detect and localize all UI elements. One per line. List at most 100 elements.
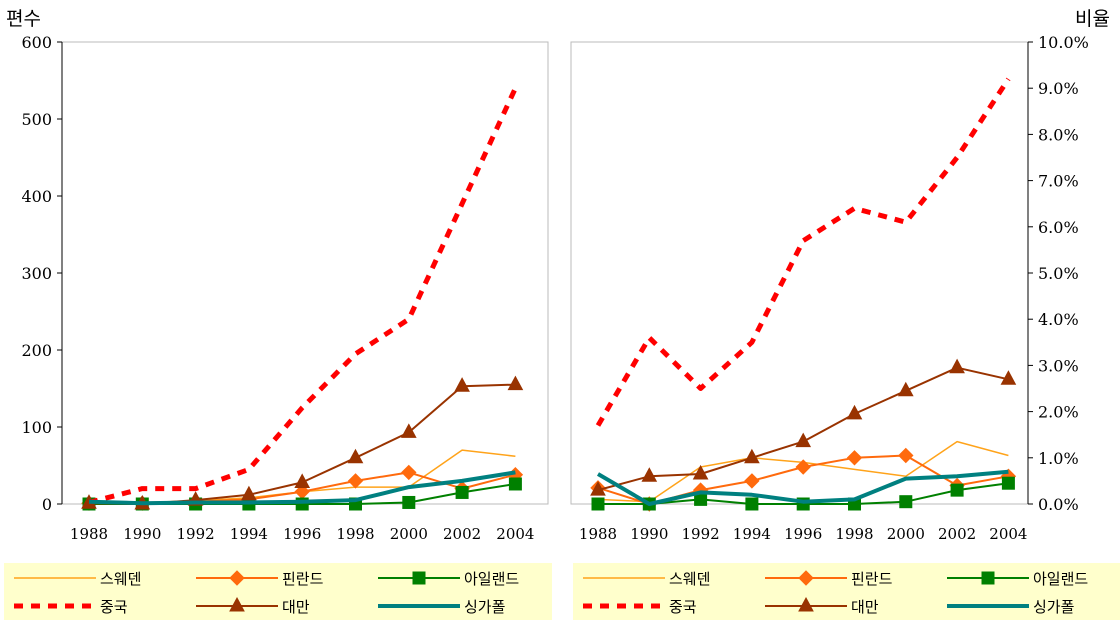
legend-label: 스웨덴 (100, 570, 141, 588)
legend-label: 핀란드 (282, 570, 324, 588)
x-tick-label: 1996 (283, 525, 321, 543)
legend-item: 대만 (196, 596, 310, 616)
left-plot-area (61, 41, 549, 505)
x-tick-label: 1994 (230, 525, 268, 543)
x-tick-label: 1996 (784, 525, 822, 543)
legend-label: 아일랜드 (464, 570, 519, 588)
y-tick-label: 200 (21, 341, 52, 360)
x-tick-label: 1994 (733, 525, 771, 543)
data-point-marker (846, 450, 863, 466)
x-tick-label: 1990 (123, 525, 161, 543)
right-y-axis-title: 비율 (1075, 8, 1110, 30)
x-tick-label: 2004 (496, 525, 534, 543)
series-line (88, 87, 518, 505)
data-point-marker (950, 483, 964, 497)
legend-label: 중국 (100, 598, 128, 616)
data-point-marker (347, 448, 364, 464)
x-tick-label: 2000 (390, 525, 428, 543)
y-tick-label: 7.0% (1038, 172, 1079, 191)
data-point-marker (745, 497, 759, 511)
x-tick-label: 1988 (70, 525, 108, 543)
y-tick-label: 3.0% (1038, 356, 1079, 375)
data-point-marker (897, 381, 914, 397)
data-point-marker (1001, 476, 1015, 490)
legend-label: 대만 (282, 598, 310, 616)
series-line (595, 77, 1011, 427)
data-point-marker (241, 485, 257, 501)
left-y-ticks: 0 100 200 300 400 500 600 (21, 33, 63, 514)
right-x-ticks: 1988 1990 1992 1994 1996 1998 2000 2002 2004 (579, 525, 1028, 543)
legend-item: 스웨덴 (583, 570, 710, 588)
data-point-marker (795, 459, 811, 475)
right-y-ticks: 0.0% 1.0% 2.0% 3.0% 4.0% 5.0% 6.0% 7.0% 8.0% 9.0%… (1027, 33, 1089, 514)
x-tick-label: 2004 (989, 525, 1027, 543)
right-plot-area (570, 41, 1029, 505)
data-point-marker (590, 481, 606, 496)
legend-marker (798, 596, 814, 612)
legend-item: 싱가폴 (378, 598, 505, 616)
left-x-ticks: 1988 1990 1992 1994 1996 1998 2000 2002 2004 (70, 525, 535, 543)
legend-label: 싱가폴 (464, 598, 505, 616)
data-point-marker (402, 495, 416, 509)
legend-item: 핀란드 (765, 570, 893, 588)
x-tick-label: 1992 (682, 525, 720, 543)
data-point-marker (455, 485, 469, 499)
data-point-marker (846, 404, 863, 420)
series-중국 (595, 77, 1011, 427)
y-tick-label: 2.0% (1038, 403, 1079, 422)
left-y-axis-title: 편수 (6, 8, 41, 30)
data-point-marker (401, 464, 417, 481)
data-point-marker (347, 473, 364, 489)
x-tick-label: 2002 (443, 525, 481, 543)
legend-item: 대만 (765, 596, 879, 616)
series-싱가폴 (88, 470, 516, 506)
data-point-marker (898, 447, 914, 464)
y-tick-label: 9.0% (1038, 79, 1079, 98)
legend-item: 핀란드 (196, 570, 324, 588)
series-대만 (81, 375, 524, 510)
y-tick-label: 0.0% (1038, 495, 1079, 514)
y-tick-label: 8.0% (1038, 125, 1079, 144)
data-point-marker (795, 432, 812, 448)
data-point-marker (744, 473, 760, 489)
x-tick-label: 1998 (336, 525, 374, 543)
y-tick-label: 400 (21, 187, 52, 206)
right-series-group (590, 77, 1017, 512)
data-point-marker (744, 448, 760, 464)
legend-marker (412, 571, 426, 585)
data-point-marker (591, 497, 605, 511)
legend-item: 싱가폴 (947, 598, 1074, 616)
series-중국 (88, 87, 518, 505)
legend-item: 중국 (583, 598, 697, 616)
data-point-marker (899, 495, 913, 509)
left-legend-box (4, 563, 552, 620)
right-legend-box (573, 563, 1120, 620)
legend-label: 핀란드 (851, 570, 893, 588)
data-point-marker (294, 473, 311, 488)
legend-label: 중국 (669, 598, 697, 616)
y-tick-label: 1.0% (1038, 449, 1079, 468)
y-tick-label: 10.0% (1038, 33, 1089, 52)
legend-item: 아일랜드 (378, 570, 519, 588)
series-line (596, 469, 1009, 506)
series-싱가폴 (596, 469, 1009, 506)
data-point-marker (1000, 370, 1017, 385)
data-point-marker (507, 375, 524, 391)
legend-marker (798, 570, 814, 586)
x-tick-label: 1998 (835, 525, 873, 543)
data-point-marker (641, 467, 658, 482)
data-point-marker (454, 377, 470, 392)
legend-item: 중국 (14, 598, 128, 616)
y-tick-label: 0 (42, 495, 52, 514)
legend-label: 싱가폴 (1033, 598, 1074, 616)
legend-label: 아일랜드 (1033, 570, 1088, 588)
left-series-group (81, 87, 524, 511)
y-tick-label: 6.0% (1038, 218, 1079, 237)
x-tick-label: 1988 (579, 525, 617, 543)
right-chart: 비율 0.0% 1.0% 2.0% 3.0% 4.0% 5.0% 6.0% 7.0% 8.0% 9… (570, 8, 1110, 543)
series-대만 (590, 358, 1017, 496)
